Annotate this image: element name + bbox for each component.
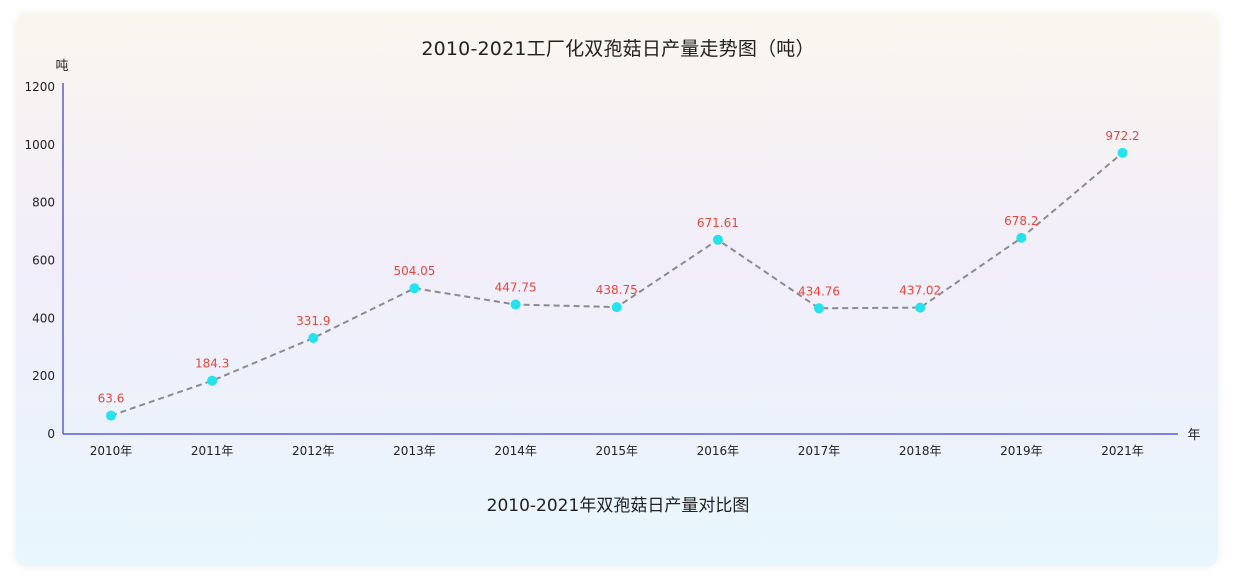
data-points	[106, 147, 1128, 421]
data-point[interactable]	[1117, 147, 1128, 158]
data-label: 434.76	[798, 284, 840, 298]
data-label: 184.3	[195, 357, 229, 371]
y-tick-label: 0	[47, 427, 55, 441]
data-label: 331.9	[296, 314, 330, 328]
y-tick-label: 600	[32, 254, 55, 268]
x-axis-label: 年	[1187, 428, 1200, 443]
data-point[interactable]	[712, 234, 723, 245]
data-point[interactable]	[915, 302, 926, 313]
x-tick-labels: 2010年 2011年 2012年 2013年 2014年 2015年 2016年 2017年…	[90, 444, 1144, 458]
x-tick-label: 2014年	[494, 444, 537, 458]
data-point[interactable]	[1016, 232, 1027, 243]
y-tick-label: 800	[32, 196, 55, 210]
x-tick-label: 2013年	[393, 444, 436, 458]
data-label: 678.2	[1004, 214, 1038, 228]
y-tick-label: 400	[32, 311, 55, 325]
y-tick-labels: 0 200 400 600 800 1000 1200	[24, 80, 55, 441]
data-point[interactable]	[207, 375, 218, 386]
x-tick-label: 2019年	[1000, 444, 1043, 458]
data-point[interactable]	[814, 303, 825, 314]
x-tick-label: 2016年	[697, 444, 740, 458]
data-label: 504.05	[393, 264, 435, 278]
y-axis-label: 吨	[55, 59, 68, 74]
x-tick-label: 2015年	[595, 444, 638, 458]
data-point[interactable]	[308, 333, 319, 344]
x-tick-label: 2010年	[90, 444, 133, 458]
data-point[interactable]	[106, 410, 116, 421]
y-tick-label: 1000	[24, 138, 55, 152]
x-tick-label: 2012年	[292, 444, 335, 458]
data-label: 438.75	[596, 283, 638, 297]
data-point[interactable]	[510, 299, 521, 310]
y-tick-label: 200	[32, 369, 55, 383]
chart-card	[16, 14, 1218, 566]
chart-subtitle: 2010-2021年双孢菇日产量对比图	[486, 496, 750, 516]
axes: 吨年	[55, 59, 1200, 443]
data-labels: 63.6 184.3 331.9 504.05 447.75 438.75 671.61 43…	[98, 129, 1140, 406]
data-label: 437.02	[899, 284, 941, 298]
data-label: 972.2	[1105, 129, 1139, 143]
data-label: 671.61	[697, 216, 739, 230]
x-tick-label: 2017年	[798, 444, 841, 458]
x-tick-label: 2021年	[1101, 444, 1144, 458]
chart-title: 2010-2021工厂化双孢菇日产量走势图（吨）	[421, 38, 815, 60]
data-point[interactable]	[611, 302, 622, 313]
x-tick-label: 2018年	[899, 444, 942, 458]
y-tick-label: 1200	[24, 80, 55, 94]
data-label: 447.75	[495, 281, 537, 295]
data-label: 63.6	[98, 392, 125, 406]
data-point[interactable]	[409, 283, 420, 294]
x-tick-label: 2011年	[191, 444, 234, 458]
